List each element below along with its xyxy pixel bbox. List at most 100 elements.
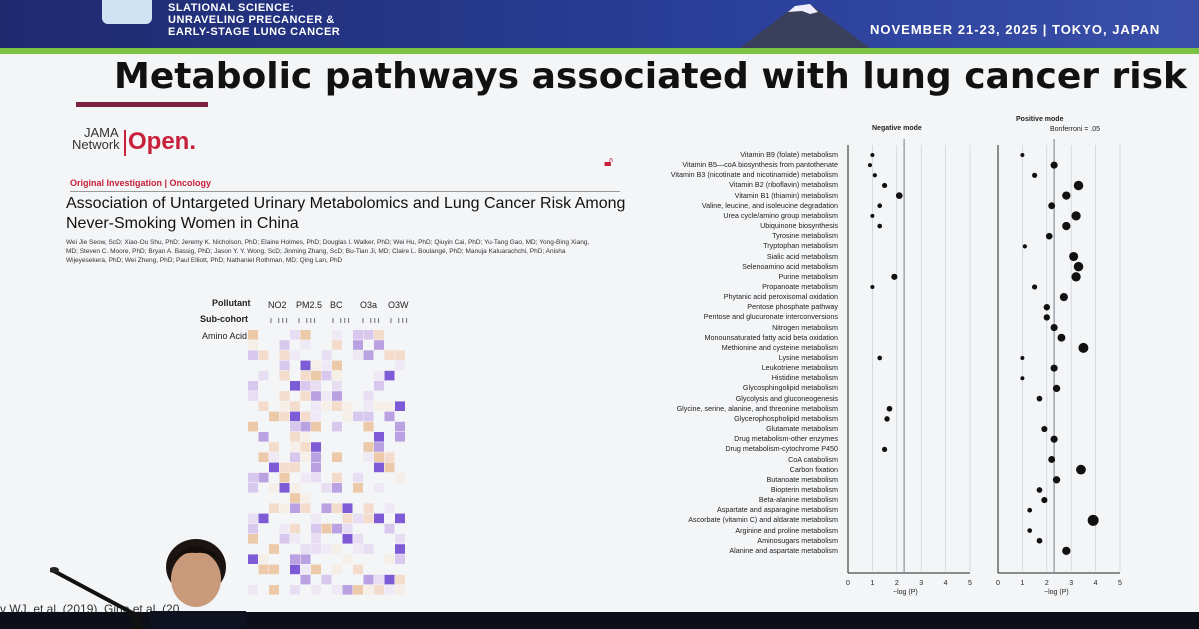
heatmap-cell xyxy=(300,493,311,503)
open-access-lock-icon: 🔓︎ xyxy=(604,153,614,169)
heatmap-cell xyxy=(311,391,321,401)
pos-point xyxy=(1032,284,1038,290)
heatmap-cell xyxy=(321,370,332,381)
heatmap-cell xyxy=(384,503,395,513)
heatmap-cell xyxy=(363,513,374,524)
heatmap-cell xyxy=(395,554,405,564)
heatmap-cell xyxy=(269,564,279,575)
heatmap-cell xyxy=(374,574,384,585)
heatmap-cell xyxy=(279,350,290,360)
pathway-label: Pentose and glucuronate interconversions xyxy=(703,312,838,322)
heatmap-cell xyxy=(290,462,300,473)
pathway-label: Selenoamino acid metabolism xyxy=(742,261,838,271)
banner-line-1: SLATIONAL SCIENCE: xyxy=(168,2,295,14)
heatmap-cell xyxy=(300,381,311,391)
subcohort-marks: I III xyxy=(270,318,290,325)
pos-point xyxy=(1045,232,1053,240)
pathway-label: Valine, leucine, and isoleucine degradat… xyxy=(701,200,838,210)
heatmap-cell xyxy=(353,330,363,340)
heatmap-cell xyxy=(395,544,405,554)
heatmap-cell xyxy=(300,411,311,422)
pollutant-header: NO2 xyxy=(268,300,287,310)
heatmap-cell xyxy=(300,391,311,401)
pathway-label: Tryptophan metabolism xyxy=(763,241,838,251)
amino-acid-label: Amino Acid xyxy=(202,331,248,341)
heatmap-cell xyxy=(269,452,279,462)
heatmap-cell xyxy=(290,432,300,442)
heatmap-cell xyxy=(395,513,405,524)
heatmap-cell xyxy=(332,401,342,411)
pathway-label: Phytanic acid peroxisomal oxidation xyxy=(723,292,838,302)
heatmap xyxy=(248,330,405,595)
pos-point xyxy=(1050,364,1058,372)
heatmap-cell xyxy=(332,564,342,575)
heatmap-cell xyxy=(248,513,258,524)
pos-tick-label: 3 xyxy=(1069,580,1073,587)
pathway-label: Purine metabolism xyxy=(778,271,838,281)
pos-point xyxy=(1036,395,1043,402)
banner-stripe xyxy=(0,48,1199,54)
subcohort-label: Sub-cohort xyxy=(200,314,248,324)
pos-point xyxy=(1036,537,1043,544)
heatmap-cell xyxy=(353,472,363,483)
pos-point xyxy=(1043,304,1050,311)
heatmap-cell xyxy=(311,585,321,595)
heatmap-cell xyxy=(248,421,258,432)
conference-logo xyxy=(102,0,152,24)
article-authors: Wei Jie Seow, ScD; Xiao-Ou Shu, PhD; Jer… xyxy=(66,239,590,264)
heatmap-cell xyxy=(290,381,300,391)
heatmap-cell xyxy=(290,411,300,422)
heatmap-cell xyxy=(300,544,311,554)
heatmap-cell xyxy=(342,411,353,422)
pos-tick-label: 5 xyxy=(1118,580,1122,587)
heatmap-cell xyxy=(363,401,374,411)
heatmap-cell xyxy=(311,421,321,432)
heatmap-cell xyxy=(300,574,311,585)
heatmap-cell xyxy=(332,391,342,401)
heatmap-cell xyxy=(384,574,395,585)
heatmap-cell xyxy=(374,462,384,473)
heatmap-cell xyxy=(311,523,321,534)
heatmap-cell xyxy=(384,350,395,360)
banner-date: NOVEMBER 21-23, 2025 | TOKYO, JAPAN xyxy=(870,22,1161,37)
neg-point xyxy=(877,203,883,209)
banner-line-3: EARLY-STAGE LUNG CANCER xyxy=(168,26,341,38)
jama-brand-top: JAMA xyxy=(84,125,119,140)
heatmap-cell xyxy=(300,452,311,462)
heatmap-cell xyxy=(300,421,311,432)
heatmap-cell xyxy=(353,585,363,595)
heatmap-cell xyxy=(290,534,300,544)
heatmap-cell xyxy=(384,554,395,564)
pathway-label: Biopterin metabolism xyxy=(770,484,838,494)
heatmap-cell xyxy=(332,381,342,391)
heatmap-cell xyxy=(269,411,279,422)
heatmap-cell xyxy=(353,513,363,524)
heatmap-cell xyxy=(342,534,353,544)
heatmap-cell xyxy=(258,370,269,381)
heatmap-cell xyxy=(290,442,300,452)
heatmap-cell xyxy=(332,330,342,340)
heatmap-cell xyxy=(374,370,384,381)
heatmap-cell xyxy=(374,381,384,391)
heatmap-cell xyxy=(374,585,384,595)
neg-point xyxy=(882,446,888,452)
heatmap-cell xyxy=(395,421,405,432)
pos-point xyxy=(1041,425,1048,433)
heatmap-cell xyxy=(269,462,279,473)
neg-point xyxy=(867,163,872,168)
bonferroni-label: Bonferroni = .05 xyxy=(1050,126,1101,133)
pos-point xyxy=(1027,528,1033,533)
heatmap-cell xyxy=(248,381,258,391)
heatmap-cell xyxy=(311,472,321,483)
pos-point xyxy=(1062,191,1071,200)
pathway-label: Vitamin B9 (folate) metabolism xyxy=(740,150,838,159)
heatmap-cell xyxy=(311,360,321,371)
pathway-label: Monounsaturated fatty acid beta oxidatio… xyxy=(704,332,838,342)
pollutant-header: PM2.5 xyxy=(296,300,323,310)
pos-point xyxy=(1041,497,1048,504)
heatmap-cell xyxy=(395,585,405,595)
pos-point xyxy=(1062,221,1071,231)
pathway-label: Aminosugars metabolism xyxy=(757,535,838,545)
banner-title: SLATIONAL SCIENCE: UNRAVELING PRECANCER … xyxy=(168,2,340,38)
pathway-label: Sialic acid metabolism xyxy=(766,251,838,261)
